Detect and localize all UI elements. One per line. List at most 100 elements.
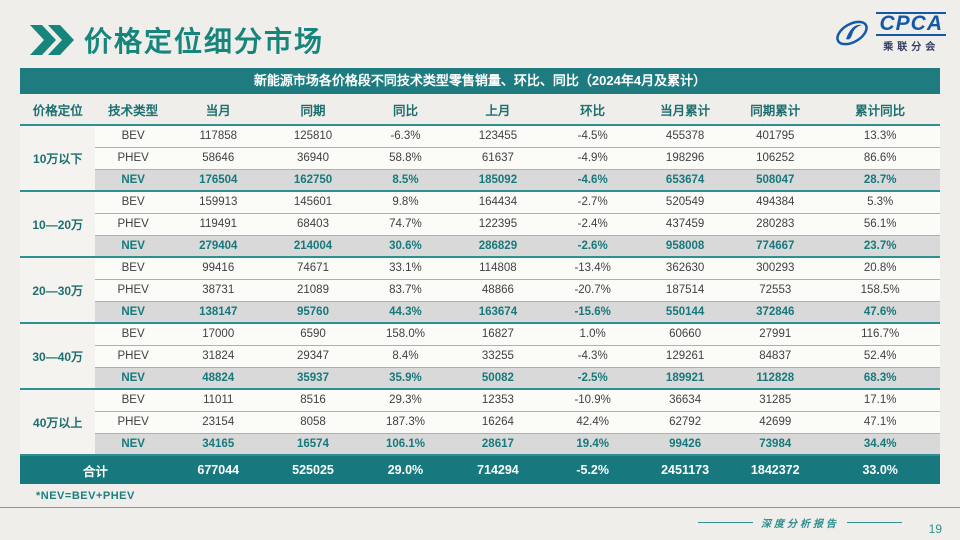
tech-type-label: PHEV: [95, 213, 171, 236]
data-cell: 29.3%: [360, 389, 451, 412]
table-row: 10—20万 BEV 159913 145601 9.8% 164434 -2.7% 5205…: [20, 191, 940, 258]
table-header-row: 价格定位 技术类型 当月 同期 同比 上月 环比 当月累计 同期累计 累计同比: [20, 94, 940, 126]
tech-type-label: BEV: [95, 323, 171, 346]
column-header: 价格定位: [20, 94, 96, 126]
data-cell: 34165: [170, 433, 266, 456]
data-cell: 189921: [640, 367, 731, 390]
data-cell: 23154: [170, 411, 266, 434]
data-cell: 176504: [170, 169, 266, 192]
data-cell: 19.4%: [545, 433, 641, 456]
data-cell: 125810: [265, 125, 361, 148]
data-cell: 280283: [730, 213, 821, 236]
table-caption: 新能源市场各价格段不同技术类型零售销量、环比、同比（2024年4月及累计）: [20, 68, 940, 94]
total-cell: 1842372: [730, 455, 821, 484]
data-cell: 99426: [640, 433, 731, 456]
data-cell: 16264: [450, 411, 546, 434]
table-row: NEV 138147 95760 44.3% 163674 -15.6% 550144 372…: [20, 301, 940, 324]
data-cell: 8058: [265, 411, 361, 434]
data-cell: 17000: [170, 323, 266, 346]
data-cell: 42699: [730, 411, 821, 434]
data-cell: 300293: [730, 257, 821, 280]
page-title: 价格定位细分市场: [84, 26, 325, 57]
cpca-logo: CPCA 乘联分会: [832, 12, 946, 53]
report-title: 深度分析报告: [761, 519, 839, 530]
data-cell: 9.8%: [360, 191, 451, 214]
data-cell: 62792: [640, 411, 731, 434]
tech-type-label: PHEV: [95, 279, 171, 302]
data-cell: 138147: [170, 301, 266, 324]
tech-type-label: PHEV: [95, 411, 171, 434]
data-cell: -4.5%: [545, 125, 641, 148]
data-cell: 58.8%: [360, 147, 451, 170]
data-cell: 117858: [170, 125, 266, 148]
table-row: PHEV 23154 8058 187.3% 16264 42.4% 62792 42699 4…: [20, 411, 940, 434]
data-cell: 187514: [640, 279, 731, 302]
tech-type-label: NEV: [95, 235, 171, 258]
data-cell: 198296: [640, 147, 731, 170]
table-row: 10万以下 BEV 117858 125810 -6.3% 123455 -4.5% 4553…: [20, 125, 940, 192]
data-cell: 34.4%: [820, 433, 940, 456]
data-cell: 12353: [450, 389, 546, 412]
data-cell: -15.6%: [545, 301, 641, 324]
table-row: PHEV 38731 21089 83.7% 48866 -20.7% 187514 7255…: [20, 279, 940, 302]
tech-type-label: BEV: [95, 125, 171, 148]
data-cell: 159913: [170, 191, 266, 214]
tech-type-label: PHEV: [95, 147, 171, 170]
footer-report-label: 深度分析报告: [698, 515, 902, 530]
data-cell: 8.5%: [360, 169, 451, 192]
column-header: 同期: [265, 94, 361, 126]
data-cell: 36634: [640, 389, 731, 412]
data-cell: 68.3%: [820, 367, 940, 390]
data-cell: 114808: [450, 257, 546, 280]
data-cell: 52.4%: [820, 345, 940, 368]
data-cell: 48824: [170, 367, 266, 390]
footnote: *NEV=BEV+PHEV: [36, 490, 135, 502]
tech-type-label: NEV: [95, 367, 171, 390]
data-cell: 23.7%: [820, 235, 940, 258]
data-cell: 8.4%: [360, 345, 451, 368]
tech-type-label: NEV: [95, 169, 171, 192]
total-cell: 714294: [450, 455, 546, 484]
data-table: 价格定位 技术类型 当月 同期 同比 上月 环比 当月累计 同期累计 累计同比 10万以下 BEV 1…: [20, 94, 940, 484]
data-cell: 6590: [265, 323, 361, 346]
price-segment-label: 20—30万: [20, 257, 96, 324]
data-cell: 13.3%: [820, 125, 940, 148]
data-cell: 106252: [730, 147, 821, 170]
column-header: 同期累计: [730, 94, 821, 126]
data-cell: 401795: [730, 125, 821, 148]
data-cell: -2.7%: [545, 191, 641, 214]
data-cell: -20.7%: [545, 279, 641, 302]
data-cell: 74671: [265, 257, 361, 280]
table-row: 20—30万 BEV 99416 74671 33.1% 114808 -13.4% 3626…: [20, 257, 940, 324]
total-label: 合计: [20, 455, 171, 484]
data-cell: 83.7%: [360, 279, 451, 302]
column-header: 累计同比: [820, 94, 940, 126]
data-cell: 5.3%: [820, 191, 940, 214]
data-cell: 31285: [730, 389, 821, 412]
data-cell: 16827: [450, 323, 546, 346]
total-cell: -5.2%: [545, 455, 641, 484]
page-number: 19: [928, 522, 942, 536]
data-cell: 99416: [170, 257, 266, 280]
table-row: PHEV 31824 29347 8.4% 33255 -4.3% 129261 84837 5…: [20, 345, 940, 368]
data-cell: 129261: [640, 345, 731, 368]
data-cell: -6.3%: [360, 125, 451, 148]
data-cell: 28617: [450, 433, 546, 456]
data-cell: 35.9%: [360, 367, 451, 390]
data-cell: 494384: [730, 191, 821, 214]
data-cell: 455378: [640, 125, 731, 148]
data-cell: 74.7%: [360, 213, 451, 236]
data-cell: 38731: [170, 279, 266, 302]
data-cell: 279404: [170, 235, 266, 258]
data-cell: 774667: [730, 235, 821, 258]
cpca-swoosh-icon: [836, 20, 869, 45]
data-cell: 112828: [730, 367, 821, 390]
footer-dash-right: [847, 522, 902, 523]
table-row: 30—40万 BEV 17000 6590 158.0% 16827 1.0% 60660 27…: [20, 323, 940, 390]
data-cell: 56.1%: [820, 213, 940, 236]
data-cell: 123455: [450, 125, 546, 148]
data-cell: 158.0%: [360, 323, 451, 346]
tech-type-label: BEV: [95, 257, 171, 280]
data-cell: -2.6%: [545, 235, 641, 258]
data-cell: 42.4%: [545, 411, 641, 434]
